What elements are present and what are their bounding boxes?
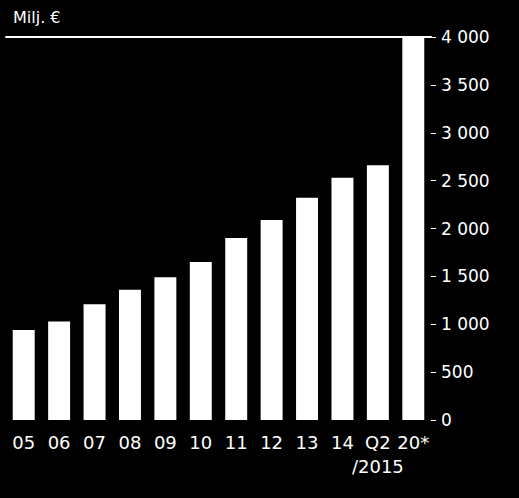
svg-text:3 500: 3 500 bbox=[441, 75, 490, 95]
svg-text:4 000: 4 000 bbox=[441, 27, 490, 47]
svg-text:08: 08 bbox=[119, 432, 142, 453]
svg-text:09: 09 bbox=[154, 432, 177, 453]
svg-text:0: 0 bbox=[441, 410, 452, 430]
svg-text:11: 11 bbox=[225, 432, 248, 453]
svg-text:13: 13 bbox=[296, 432, 319, 453]
svg-text:14: 14 bbox=[331, 432, 354, 453]
svg-text:20*: 20* bbox=[397, 432, 429, 453]
svg-text:2 000: 2 000 bbox=[441, 219, 490, 239]
svg-text:1 000: 1 000 bbox=[441, 314, 490, 334]
svg-text:1 500: 1 500 bbox=[441, 266, 490, 286]
svg-text:/2015: /2015 bbox=[352, 456, 404, 477]
svg-text:06: 06 bbox=[48, 432, 71, 453]
svg-text:2 500: 2 500 bbox=[441, 171, 490, 191]
svg-text:500: 500 bbox=[441, 362, 473, 382]
svg-text:3 000: 3 000 bbox=[441, 123, 490, 143]
svg-text:07: 07 bbox=[83, 432, 106, 453]
svg-text:05: 05 bbox=[12, 432, 35, 453]
svg-text:Milj. €: Milj. € bbox=[13, 8, 61, 27]
svg-text:12: 12 bbox=[260, 432, 283, 453]
svg-text:10: 10 bbox=[189, 432, 212, 453]
svg-text:Q2: Q2 bbox=[365, 432, 391, 453]
